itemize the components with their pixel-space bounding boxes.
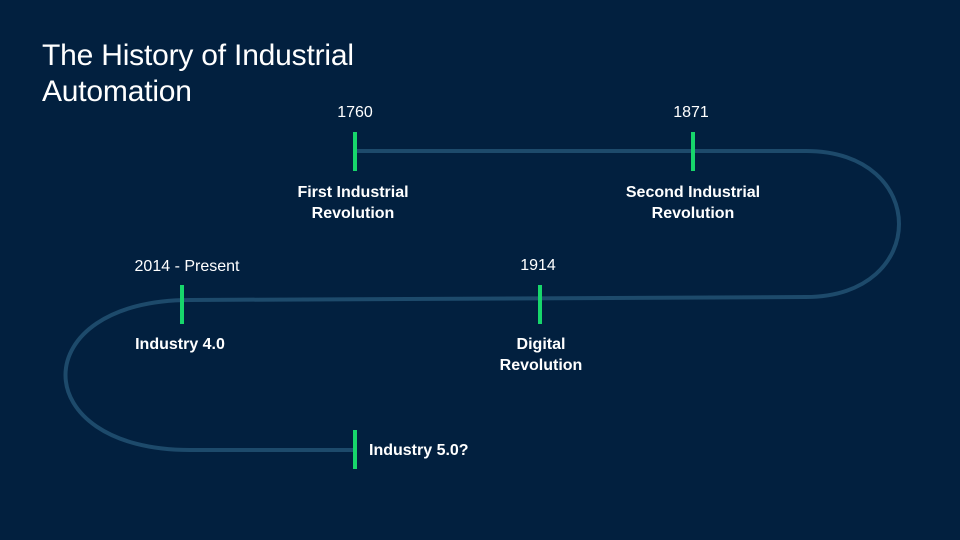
timeline-track [63,149,901,452]
milestone-year: 1760 [337,104,373,121]
page-title: The History of Industrial Automation [42,39,354,108]
milestone-label: First Industrial Revolution [297,184,409,222]
milestone-marker-1914 [538,285,542,324]
milestone-year: 2014 - Present [134,258,240,275]
milestone-year: 1871 [673,104,709,121]
milestone-marker-1760 [353,132,357,171]
milestone-marker-industry-5 [353,430,357,469]
milestone-label: Digital Revolution [499,336,583,374]
milestone-label: Industry 4.0 [135,336,225,353]
milestone-marker-2014 [180,285,184,324]
milestone-label: Second Industrial Revolution [625,184,761,222]
milestone-year: 1914 [520,257,556,274]
milestone-label: Industry 5.0? [369,442,469,459]
milestone-marker-1871 [691,132,695,171]
